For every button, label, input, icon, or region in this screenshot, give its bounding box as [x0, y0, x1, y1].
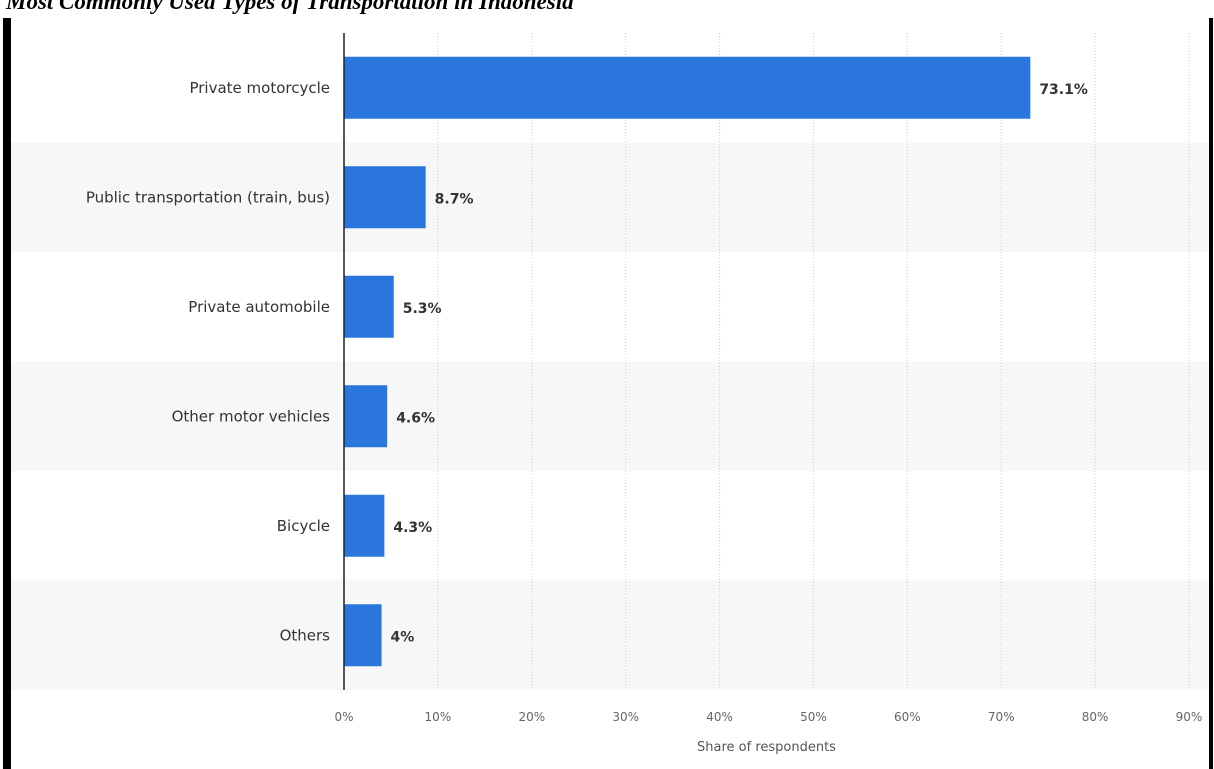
bar [344, 604, 382, 667]
category-label: Public transportation (train, bus) [86, 188, 330, 206]
category-labels: Private motorcycle Public transportation … [86, 79, 330, 645]
value-label: 4.6% [396, 410, 435, 426]
row-band [11, 580, 1209, 690]
bar [344, 166, 426, 229]
page-title: Most Commonly Used Types of Transportati… [6, 0, 574, 14]
x-tick-label: 40% [706, 710, 733, 724]
category-label: Bicycle [277, 517, 330, 535]
x-tick-label: 50% [800, 710, 827, 724]
chart-frame: Private motorcycle Public transportation … [3, 18, 1213, 769]
bar [344, 275, 394, 338]
x-tick-labels: 0% 10% 20% 30% 40% 50% 60% 70% 80% 90% [334, 710, 1202, 724]
value-label: 73.1% [1039, 82, 1088, 98]
chart-panel: Private motorcycle Public transportation … [11, 18, 1209, 769]
bar [344, 494, 385, 557]
category-label: Other motor vehicles [172, 407, 331, 425]
bars [344, 56, 1031, 667]
x-tick-label: 60% [894, 710, 921, 724]
bar-chart: Private motorcycle Public transportation … [11, 33, 1209, 755]
bar [344, 56, 1031, 119]
value-labels: 73.1% 8.7% 5.3% 4.6% 4.3% 4% [391, 82, 1088, 646]
x-tick-label: 80% [1082, 710, 1109, 724]
x-tick-label: 10% [425, 710, 452, 724]
x-tick-label: 70% [988, 710, 1015, 724]
bar [344, 385, 388, 448]
row-band [11, 361, 1209, 471]
x-tick-label: 20% [518, 710, 545, 724]
x-tick-label: 90% [1176, 710, 1203, 724]
row-band [11, 142, 1209, 252]
row-bands [11, 142, 1209, 690]
category-label: Private motorcycle [189, 79, 330, 97]
x-tick-label: 30% [612, 710, 639, 724]
value-label: 8.7% [435, 191, 474, 207]
category-label: Others [280, 626, 331, 644]
value-label: 5.3% [403, 301, 442, 317]
category-label: Private automobile [188, 298, 330, 316]
x-tick-label: 0% [334, 710, 353, 724]
value-label: 4% [391, 629, 415, 645]
value-label: 4.3% [393, 520, 432, 536]
x-axis-title: Share of respondents [697, 740, 836, 755]
